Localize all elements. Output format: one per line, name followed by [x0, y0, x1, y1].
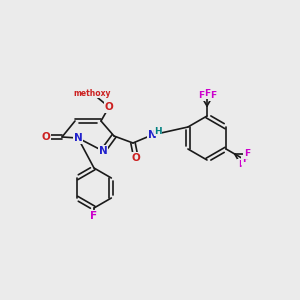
Text: F: F	[204, 89, 210, 98]
Text: O: O	[105, 102, 113, 112]
Text: H: H	[154, 127, 162, 136]
Text: F: F	[244, 149, 250, 158]
Text: F: F	[242, 155, 248, 164]
Text: N: N	[99, 146, 107, 156]
Text: methoxy: methoxy	[73, 88, 111, 98]
Text: O: O	[42, 132, 50, 142]
Text: O: O	[132, 153, 140, 163]
Text: F: F	[198, 91, 204, 100]
Text: N: N	[74, 133, 82, 143]
Text: N: N	[148, 130, 156, 140]
Text: F: F	[210, 91, 216, 100]
Text: F: F	[238, 160, 244, 169]
Text: F: F	[90, 211, 98, 221]
